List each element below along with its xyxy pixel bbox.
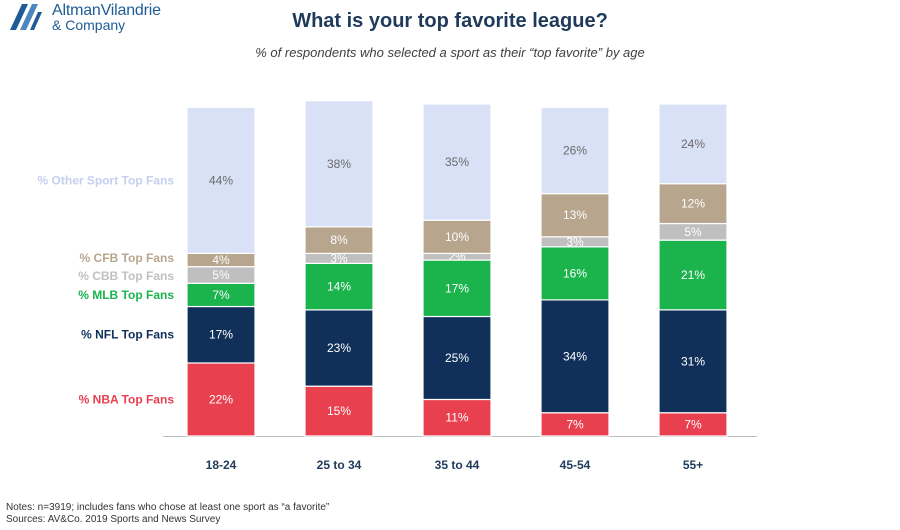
data-label: 3% bbox=[566, 235, 584, 249]
data-label: 22% bbox=[209, 392, 233, 406]
data-label: 5% bbox=[684, 225, 702, 239]
bar-segment bbox=[658, 309, 728, 414]
notes-line: Notes: n=3919; includes fans who chose a… bbox=[6, 502, 330, 513]
bar-segment bbox=[658, 183, 728, 225]
legend-label: % MLB Top Fans bbox=[78, 288, 174, 302]
bar-segment bbox=[658, 103, 728, 185]
legend-label: % NBA Top Fans bbox=[79, 392, 175, 406]
bar-segment bbox=[422, 315, 492, 401]
data-label: 13% bbox=[563, 208, 587, 222]
chart-title: What is your top favorite league? bbox=[292, 10, 608, 32]
notes: Notes: n=3919; includes fans who chose a… bbox=[6, 502, 329, 526]
data-label: 7% bbox=[566, 417, 584, 431]
logo-text-line2: & Company bbox=[52, 17, 126, 33]
legend-label: % Other Sport Top Fans bbox=[38, 173, 175, 187]
bar-segment bbox=[540, 299, 610, 414]
bar-segment bbox=[540, 106, 610, 195]
data-label: 38% bbox=[327, 157, 351, 171]
data-label: 8% bbox=[330, 233, 348, 247]
bar-segment bbox=[422, 103, 492, 221]
data-label: 12% bbox=[681, 197, 705, 211]
data-label: 26% bbox=[563, 143, 587, 157]
legend-label: % CBB Top Fans bbox=[78, 269, 174, 283]
bar-segment bbox=[658, 239, 728, 311]
bar-segment bbox=[186, 362, 256, 437]
data-label: 31% bbox=[681, 354, 705, 368]
data-label: 35% bbox=[445, 155, 469, 169]
data-label: 5% bbox=[212, 268, 230, 282]
data-label: 10% bbox=[445, 230, 469, 244]
bar-segment bbox=[422, 219, 492, 254]
data-label: 7% bbox=[684, 417, 702, 431]
x-tick-label: 55+ bbox=[683, 458, 703, 472]
company-logo: AltmanVilandrie & Company bbox=[8, 2, 228, 36]
x-tick-label: 45-54 bbox=[560, 458, 591, 472]
data-label: 3% bbox=[330, 251, 348, 265]
bar-segment bbox=[186, 305, 256, 364]
data-label: 17% bbox=[445, 281, 469, 295]
data-label: 21% bbox=[681, 268, 705, 282]
bar-segment bbox=[304, 226, 374, 254]
legend-label: % NFL Top Fans bbox=[81, 328, 174, 342]
data-label: 15% bbox=[327, 404, 351, 418]
data-label: 44% bbox=[209, 173, 233, 187]
company-logo-icon bbox=[10, 4, 42, 30]
data-label: 7% bbox=[212, 288, 230, 302]
chart-subtitle: % of respondents who selected a sport as… bbox=[255, 45, 645, 60]
data-label: 23% bbox=[327, 341, 351, 355]
x-tick-label: 35 to 44 bbox=[435, 458, 480, 472]
data-label: 17% bbox=[209, 328, 233, 342]
data-label: 14% bbox=[327, 280, 351, 294]
sources-line: Sources: AV&Co. 2019 Sports and News Sur… bbox=[6, 514, 221, 525]
data-label: 16% bbox=[563, 266, 587, 280]
data-label: 4% bbox=[212, 253, 230, 267]
data-label: 25% bbox=[445, 351, 469, 365]
x-tick-label: 18-24 bbox=[206, 458, 237, 472]
data-label: 34% bbox=[563, 349, 587, 363]
data-label: 24% bbox=[681, 137, 705, 151]
legend-label: % CFB Top Fans bbox=[80, 251, 175, 265]
bar-segment bbox=[540, 246, 610, 301]
bar-segment bbox=[304, 100, 374, 228]
data-label: 11% bbox=[445, 411, 468, 425]
x-tick-label: 25 to 34 bbox=[317, 458, 362, 472]
bar-segment bbox=[422, 398, 492, 437]
logo-text-line1: AltmanVilandrie bbox=[52, 2, 161, 19]
bar-segment bbox=[186, 106, 256, 255]
